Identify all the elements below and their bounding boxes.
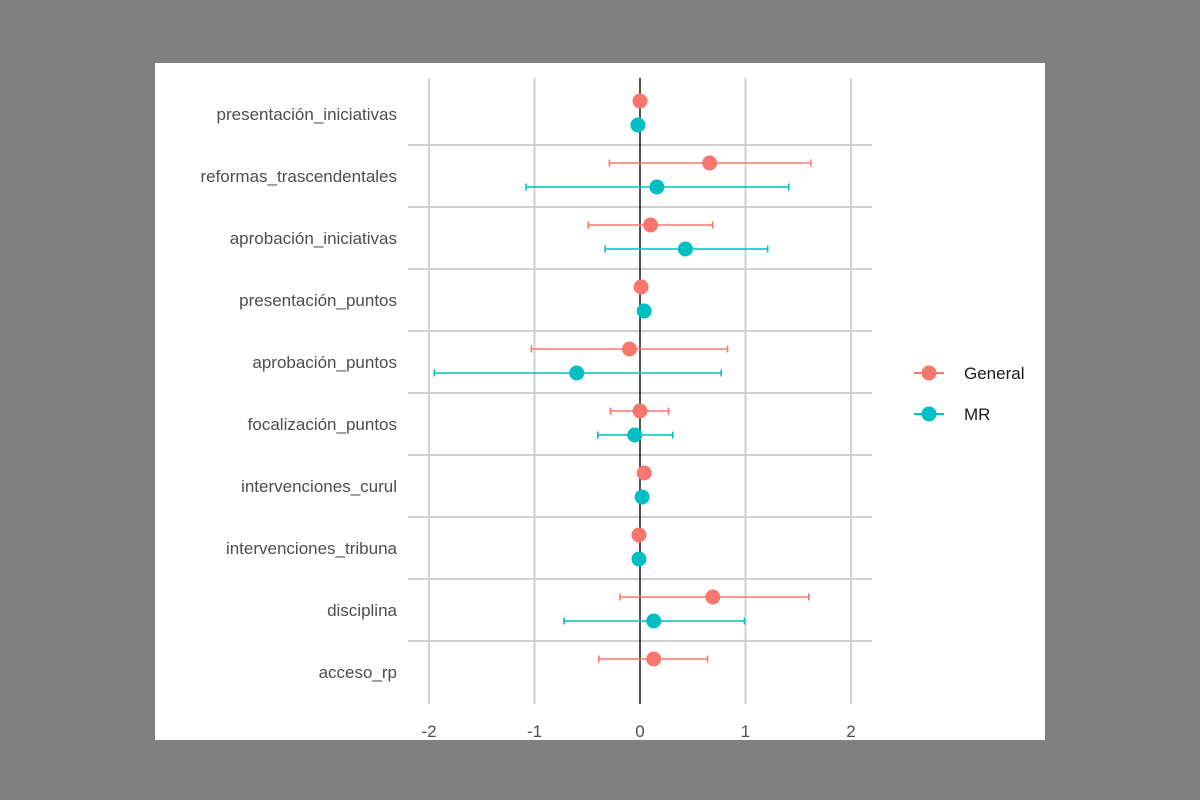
series-marks xyxy=(433,93,812,667)
x-tick-label: -1 xyxy=(527,722,542,741)
point-estimate xyxy=(631,527,647,543)
y-tick-label: presentación_iniciativas xyxy=(217,105,398,124)
legend: General MR xyxy=(914,364,1024,424)
point-estimate xyxy=(632,403,648,419)
y-tick-label: aprobación_puntos xyxy=(252,353,397,372)
point-estimate xyxy=(569,365,585,381)
x-tick-label: -2 xyxy=(421,722,436,741)
point-estimate xyxy=(702,155,718,171)
point-estimate xyxy=(636,303,652,319)
point-estimate xyxy=(621,341,637,357)
point-estimate xyxy=(631,551,647,567)
chart-panel xyxy=(155,63,1045,740)
y-tick-label: intervenciones_curul xyxy=(241,477,397,496)
legend-label: General xyxy=(964,364,1024,383)
legend-key-point xyxy=(921,365,937,381)
x-tick-label: 2 xyxy=(846,722,855,741)
y-tick-label: focalización_puntos xyxy=(248,415,397,434)
y-tick-label: reformas_trascendentales xyxy=(200,167,397,186)
point-estimate xyxy=(646,613,662,629)
point-estimate xyxy=(643,217,659,233)
y-tick-label: acceso_rp xyxy=(319,663,397,682)
point-estimate xyxy=(649,179,665,195)
x-tick-label: 0 xyxy=(635,722,644,741)
x-axis-labels: -2 -1 0 1 2 xyxy=(421,722,855,741)
point-estimate xyxy=(705,589,721,605)
point-estimate xyxy=(630,117,646,133)
point-estimate xyxy=(627,427,643,443)
legend-label: MR xyxy=(964,405,990,424)
point-estimate xyxy=(636,465,652,481)
y-tick-label: intervenciones_tribuna xyxy=(226,539,398,558)
y-tick-label: presentación_puntos xyxy=(239,291,397,310)
point-estimate xyxy=(646,651,662,667)
legend-key-point xyxy=(921,406,937,422)
y-axis-labels: presentación_iniciativas reformas_trascen… xyxy=(200,105,397,682)
x-tick-label: 1 xyxy=(741,722,750,741)
y-tick-label: aprobación_iniciativas xyxy=(230,229,397,248)
point-estimate xyxy=(633,279,649,295)
point-estimate xyxy=(632,93,648,109)
point-estimate xyxy=(634,489,650,505)
point-estimate xyxy=(677,241,693,257)
y-tick-label: disciplina xyxy=(327,601,397,620)
